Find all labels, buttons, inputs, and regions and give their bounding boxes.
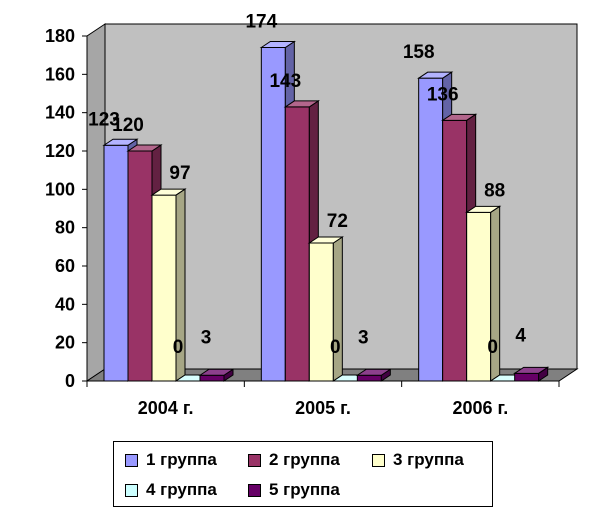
- bar-top: [259, 41, 296, 48]
- legend-swatch: [248, 483, 261, 497]
- data-label: 123: [88, 109, 120, 130]
- y-tick-label: 120: [45, 141, 75, 161]
- bar-front: [127, 150, 153, 382]
- bar-top: [417, 71, 454, 79]
- bar-top: [355, 368, 392, 376]
- x-tick-label: 2005 г.: [295, 398, 351, 418]
- bar-front: [308, 242, 334, 382]
- x-tick-label: 2004 г.: [138, 398, 194, 418]
- data-label: 3: [201, 327, 212, 348]
- bar-front: [284, 106, 310, 382]
- bar: [150, 188, 187, 382]
- y-tick-label: 80: [55, 218, 75, 238]
- bar-front: [356, 374, 382, 382]
- y-tick-label: 180: [45, 26, 75, 46]
- bar-top: [102, 138, 139, 146]
- y-tick-label: 100: [45, 179, 75, 199]
- bar-top: [150, 188, 187, 196]
- data-label: 120: [112, 115, 144, 136]
- data-label: 4: [515, 325, 526, 346]
- y-tick-label: 160: [45, 64, 75, 84]
- bar-top: [283, 100, 320, 108]
- bar: [355, 368, 392, 382]
- y-tick-label: 20: [55, 333, 75, 353]
- y-axis: 0 20 40 60 80 100 120 140 160 180: [45, 26, 88, 391]
- legend-swatch: [248, 453, 261, 467]
- legend-item: 2 группа: [248, 450, 340, 470]
- bar: [465, 205, 502, 382]
- bar-series: [102, 40, 550, 382]
- bar-front: [260, 47, 286, 382]
- data-label: 136: [427, 84, 459, 105]
- bar-front: [514, 372, 540, 382]
- bar-front: [103, 144, 129, 382]
- bar-front: [466, 211, 492, 382]
- data-label: 72: [327, 211, 348, 232]
- legend-item: 4 группа: [125, 480, 217, 500]
- data-label: 88: [484, 180, 505, 201]
- bar-top: [513, 366, 550, 374]
- y-tick-label: 0: [65, 371, 75, 391]
- x-axis: 2004 г. 2005 г. 2006 г.: [86, 380, 560, 418]
- x-tick-label: 2006 г.: [452, 398, 508, 418]
- bar: [307, 236, 344, 382]
- data-label: 0: [173, 337, 184, 358]
- data-label: 0: [330, 337, 341, 358]
- y-tick-label: 60: [55, 256, 75, 276]
- data-label: 143: [269, 71, 301, 92]
- legend-label: 1 группа: [146, 450, 217, 469]
- bar-front: [418, 77, 444, 382]
- bar: [198, 368, 235, 382]
- legend-item: 3 группа: [372, 450, 464, 470]
- legend-swatch: [372, 453, 385, 467]
- legend-swatch: [125, 483, 138, 497]
- legend-label: 3 группа: [393, 450, 464, 469]
- bar-top: [465, 205, 502, 213]
- legend-label: 2 группа: [269, 450, 340, 469]
- data-label: 158: [403, 42, 435, 63]
- bar-top: [307, 236, 344, 244]
- legend-label: 5 группа: [269, 480, 340, 499]
- y-tick-label: 140: [45, 103, 75, 123]
- bar-top: [126, 144, 163, 152]
- data-label: 97: [169, 163, 190, 184]
- side-wall: [86, 23, 106, 382]
- bar: [513, 366, 550, 382]
- bar-top: [198, 368, 235, 376]
- bar-side: [332, 236, 343, 382]
- data-label: 3: [358, 327, 369, 348]
- bar-front: [199, 374, 225, 382]
- legend-item: 5 группа: [248, 480, 340, 500]
- y-tick-label: 40: [55, 294, 75, 314]
- data-label: 0: [487, 337, 498, 358]
- bar-front: [442, 119, 468, 382]
- legend-item: 1 группа: [125, 450, 217, 470]
- chart-legend: 1 группа 2 группа 3 группа 4 группа 5 группа: [113, 441, 493, 507]
- legend-label: 4 группа: [146, 480, 217, 499]
- bar-top: [441, 113, 478, 121]
- data-label: 174: [245, 12, 277, 33]
- legend-swatch: [125, 453, 138, 467]
